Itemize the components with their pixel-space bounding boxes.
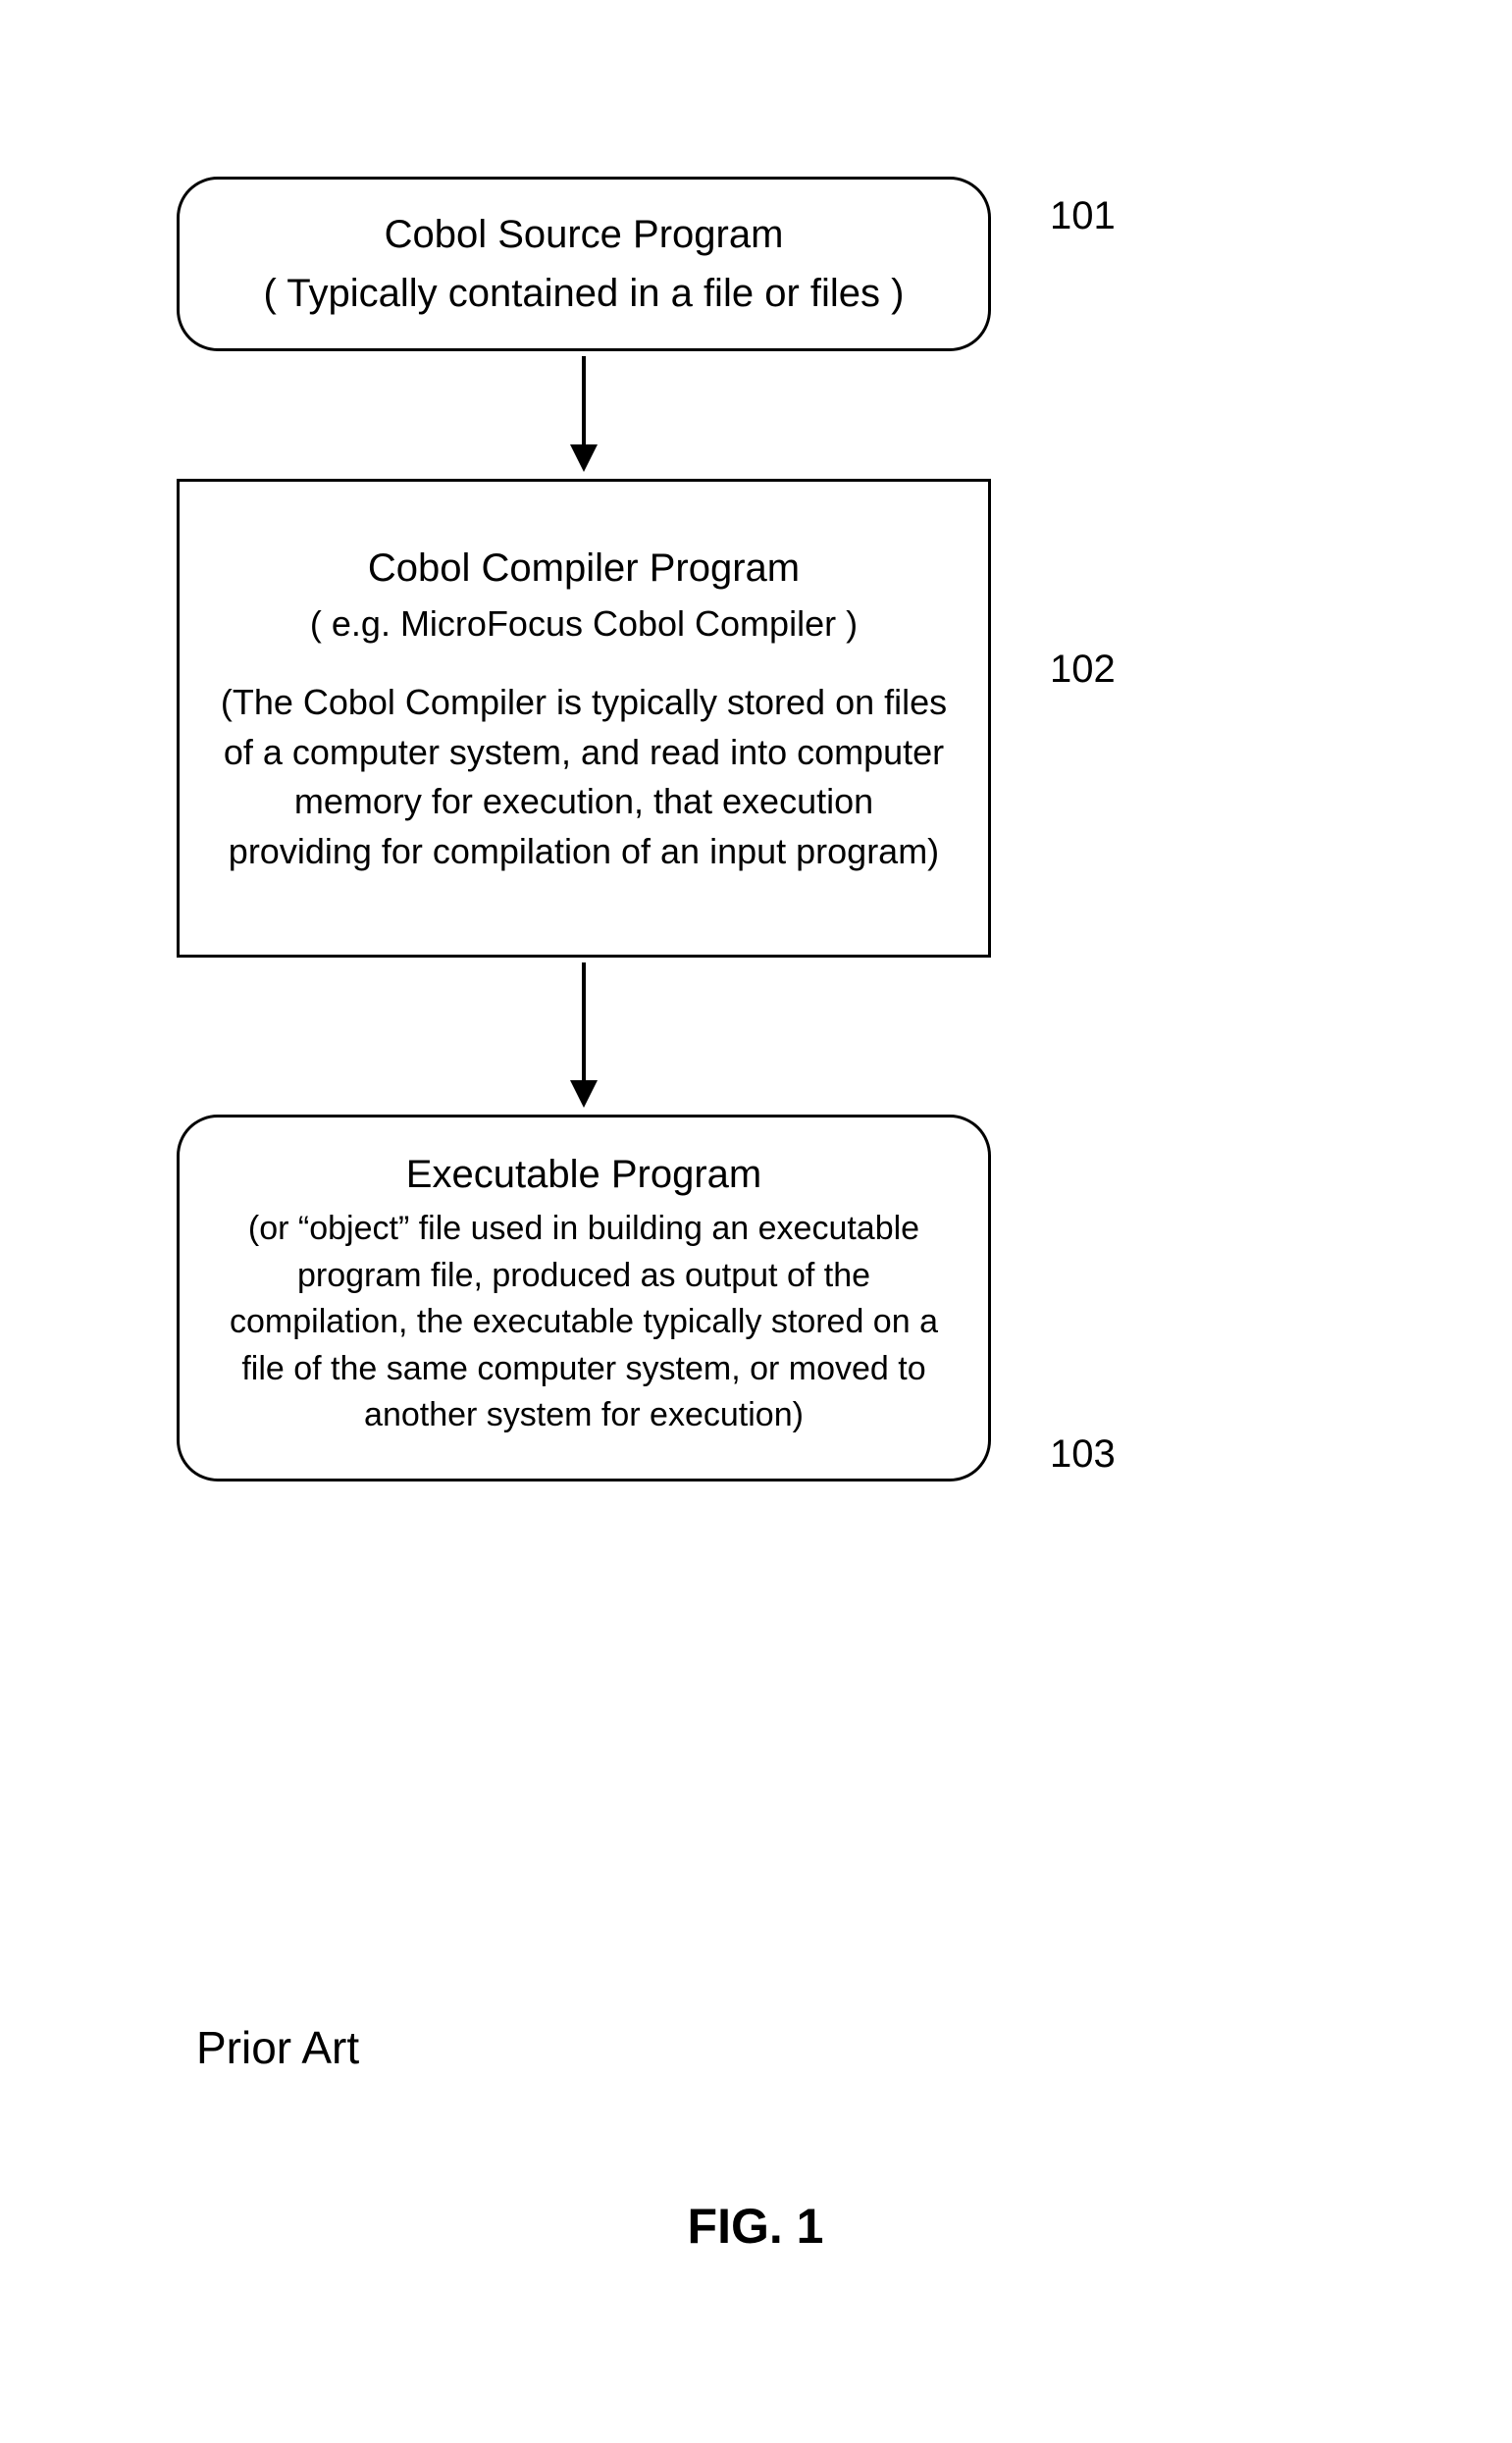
ref-label-102: 102	[1050, 648, 1116, 692]
node2-subtitle: ( e.g. MicroFocus Cobol Compiler )	[219, 599, 949, 649]
ref-label-101: 101	[1050, 194, 1116, 238]
arrow-2	[564, 958, 603, 1115]
node2-detail: (The Cobol Compiler is typically stored …	[219, 678, 949, 876]
arrow-down-icon	[564, 962, 603, 1110]
flowchart-diagram: Cobol Source Program ( Typically contain…	[177, 177, 1334, 1481]
node1-title: Cobol Source Program	[219, 207, 949, 262]
node-source-program: Cobol Source Program ( Typically contain…	[177, 177, 991, 351]
prior-art-label: Prior Art	[196, 2021, 359, 2074]
arrow-1	[564, 351, 603, 479]
node-compiler-program: Cobol Compiler Program ( e.g. MicroFocus…	[177, 479, 991, 958]
node3-detail: (or “object” file used in building an ex…	[219, 1206, 949, 1439]
figure-label: FIG. 1	[177, 2198, 1334, 2255]
node3-title: Executable Program	[219, 1147, 949, 1202]
node2-title: Cobol Compiler Program	[219, 541, 949, 596]
arrow-down-icon	[564, 356, 603, 474]
node-executable-program: Executable Program (or “object” file use…	[177, 1115, 991, 1481]
ref-label-103: 103	[1050, 1432, 1116, 1477]
node1-subtitle: ( Typically contained in a file or files…	[219, 266, 949, 321]
diagram-column: Cobol Source Program ( Typically contain…	[177, 177, 991, 1481]
